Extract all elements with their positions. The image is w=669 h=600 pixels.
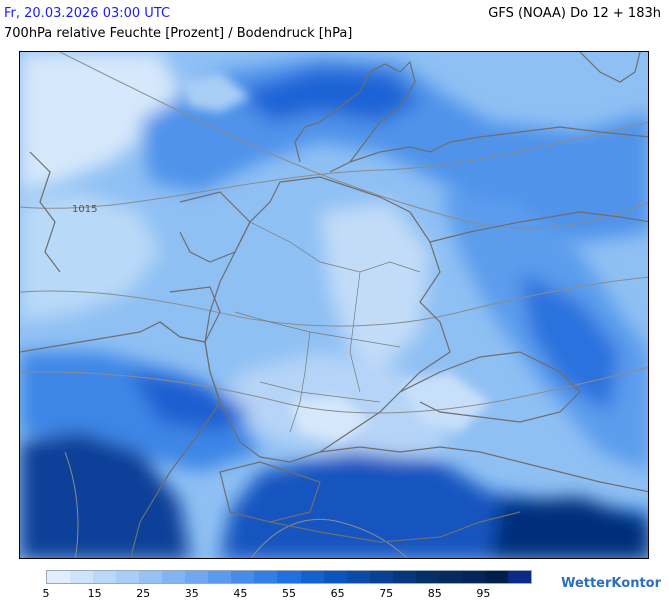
legend-tick-label: 45	[233, 587, 248, 600]
border-czech	[399, 351, 581, 423]
legend-tick-label: 5	[42, 587, 50, 600]
legend-swatch	[116, 571, 140, 583]
border-poland	[429, 211, 648, 243]
saturated-southeast	[490, 497, 648, 558]
legend-swatch	[208, 571, 232, 583]
legend-swatch	[484, 571, 508, 583]
state-border	[349, 271, 361, 393]
legend-swatch	[93, 571, 117, 583]
isobar-label: 1015	[72, 204, 97, 215]
legend-swatch	[346, 571, 370, 583]
wet-core-north	[240, 67, 420, 122]
legend-swatch	[300, 571, 324, 583]
wet-band-south	[130, 372, 250, 432]
wetterkontor-logo: WetterKontor	[561, 576, 661, 591]
legend-swatch	[162, 571, 186, 583]
state-border	[249, 221, 421, 273]
legend-swatch	[392, 571, 416, 583]
legend-tick-label: 35	[184, 587, 199, 600]
legend-swatch	[507, 571, 531, 583]
state-border	[289, 331, 311, 433]
legend-swatch	[277, 571, 301, 583]
model-run-info: GFS (NOAA) Do 12 + 183h	[488, 6, 661, 21]
legend-swatch	[461, 571, 485, 583]
isobar-line	[20, 121, 648, 209]
border-france	[20, 321, 221, 558]
legend-swatch	[185, 571, 209, 583]
legend-swatch	[70, 571, 94, 583]
legend-swatch	[415, 571, 439, 583]
legend-tick-label: 95	[476, 587, 491, 600]
color-scale-legend	[46, 570, 532, 584]
border-germany	[204, 176, 451, 463]
isobar-line	[59, 52, 648, 229]
border-italy	[269, 511, 521, 543]
coastline-north	[294, 60, 416, 173]
dry-pocket-east	[400, 372, 490, 432]
border-austria	[319, 446, 648, 493]
wet-east-core	[520, 272, 620, 412]
isobar-line	[64, 451, 79, 558]
legend-tick-label: 85	[427, 587, 442, 600]
dry-area-west	[20, 192, 160, 322]
state-border	[234, 311, 401, 348]
legend-tick-label: 25	[136, 587, 151, 600]
dry-area-central	[320, 202, 430, 372]
coastline-baltic	[349, 126, 648, 163]
legend-swatch	[369, 571, 393, 583]
legend-swatch	[438, 571, 462, 583]
border-uk-east	[29, 151, 61, 273]
isobar-line	[250, 518, 409, 558]
legend-tick-label: 75	[379, 587, 394, 600]
border-netherlands	[179, 191, 251, 263]
map-subtitle: 700hPa relative Feuchte [Prozent] / Bode…	[4, 26, 353, 41]
dry-area-northwest	[20, 52, 180, 192]
humidity-map: 1015	[19, 51, 649, 559]
state-border	[259, 381, 381, 403]
legend-tick-label: 65	[330, 587, 345, 600]
legend-swatch	[323, 571, 347, 583]
coastline-sweden	[579, 52, 641, 83]
isobar-line	[20, 366, 648, 414]
saturated-southwest	[20, 432, 190, 558]
legend-tick-label: 15	[87, 587, 102, 600]
legend-tick-label: 55	[282, 587, 296, 600]
legend-swatch	[231, 571, 255, 583]
isobar-line	[20, 276, 648, 327]
border-switzerland	[219, 461, 321, 523]
legend-swatch	[254, 571, 278, 583]
legend-swatch	[139, 571, 163, 583]
legend-swatch	[47, 571, 71, 583]
dry-pocket-north	[180, 72, 250, 112]
valid-time: Fr, 20.03.2026 03:00 UTC	[4, 6, 171, 21]
